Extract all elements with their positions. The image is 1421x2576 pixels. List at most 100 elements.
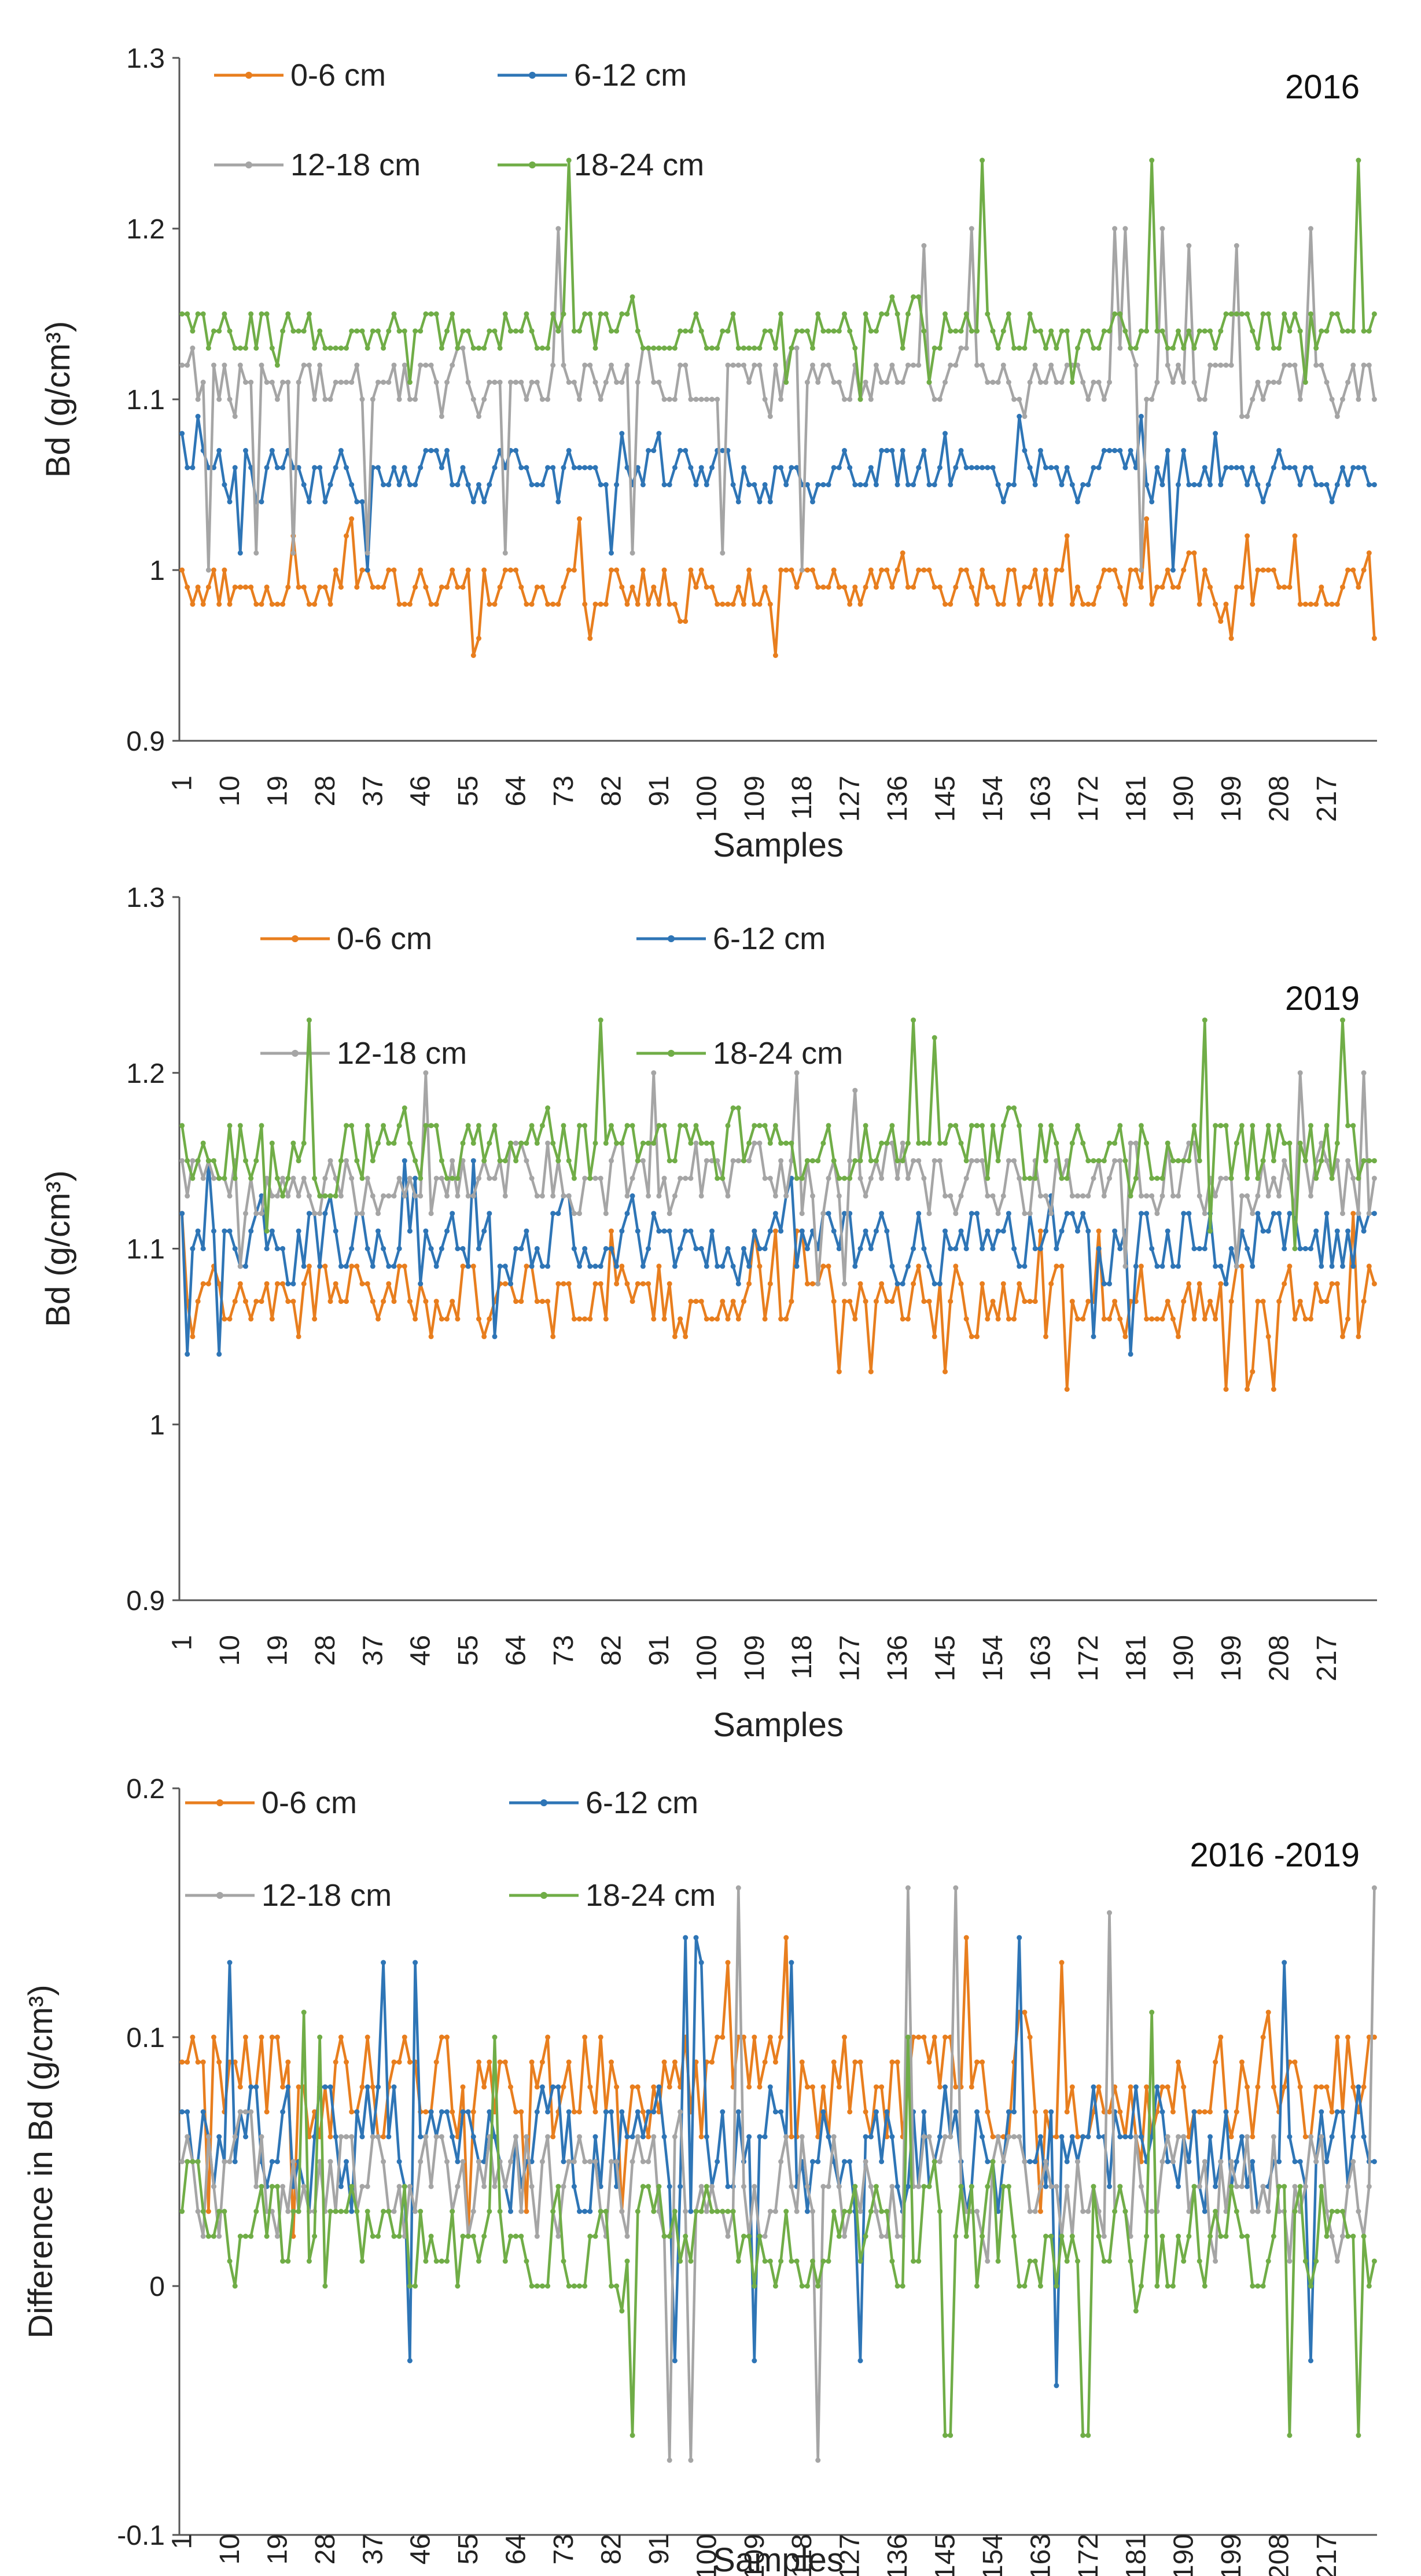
data-point — [1027, 1299, 1033, 1304]
data-point — [953, 1246, 959, 1251]
data-point — [799, 2059, 805, 2065]
data-point — [534, 1193, 540, 1199]
data-point — [603, 380, 609, 385]
data-point — [1208, 482, 1213, 487]
data-point — [900, 448, 905, 453]
data-point — [534, 2084, 540, 2090]
data-point — [688, 1299, 694, 1304]
data-point — [433, 1175, 439, 1181]
data-point — [433, 1123, 439, 1129]
data-point — [900, 550, 905, 556]
data-point — [280, 1246, 286, 1251]
data-point — [879, 2084, 885, 2090]
data-point — [1234, 311, 1239, 317]
data-point — [539, 396, 545, 402]
data-point — [852, 585, 858, 590]
data-point — [259, 2184, 264, 2189]
data-point — [179, 2109, 185, 2115]
data-point — [1265, 380, 1271, 385]
data-point — [746, 482, 752, 487]
data-point — [1037, 1228, 1043, 1234]
data-point — [444, 1316, 450, 1322]
data-point — [698, 1960, 704, 1965]
data-point — [857, 396, 863, 402]
data-point — [508, 380, 513, 385]
data-point — [349, 2109, 355, 2115]
data-point — [470, 653, 476, 658]
data-point — [513, 2134, 519, 2140]
data-point — [926, 1263, 932, 1269]
data-point — [1197, 328, 1202, 334]
data-point — [990, 2159, 996, 2165]
data-point — [619, 2109, 625, 2115]
data-point — [1112, 567, 1118, 573]
data-point — [1159, 1175, 1165, 1181]
data-point — [312, 601, 318, 607]
data-point — [1006, 2109, 1011, 2115]
data-point — [1319, 2134, 1324, 2140]
data-point — [757, 601, 763, 607]
data-point — [783, 2134, 789, 2140]
data-point — [587, 311, 593, 317]
data-point — [481, 499, 487, 505]
data-point — [359, 2258, 365, 2264]
data-point — [1271, 1387, 1276, 1392]
data-point — [402, 1263, 407, 1269]
data-point — [470, 1140, 476, 1146]
data-point — [937, 2084, 943, 2090]
data-point — [237, 550, 243, 556]
data-point — [322, 1193, 328, 1199]
data-point — [418, 362, 424, 368]
data-point — [1340, 1017, 1345, 1023]
data-point — [513, 1158, 519, 1164]
data-point — [524, 2258, 529, 2264]
data-point — [338, 1263, 344, 1269]
data-point — [587, 1263, 593, 1269]
data-point — [1048, 601, 1054, 607]
data-point — [804, 2208, 810, 2214]
x-tick-label: 217 — [1312, 776, 1342, 822]
data-point — [905, 482, 911, 487]
data-point — [735, 1885, 741, 1891]
data-point — [433, 2059, 439, 2065]
data-point — [672, 465, 678, 471]
data-point — [216, 2233, 222, 2239]
data-point — [1085, 2432, 1091, 2438]
x-tick-label: 199 — [1216, 1635, 1247, 1681]
data-point — [884, 567, 890, 573]
data-point — [629, 2432, 635, 2438]
data-point — [243, 2109, 248, 2115]
data-point — [248, 380, 254, 385]
data-point — [1234, 1140, 1239, 1146]
data-point — [561, 2184, 566, 2189]
data-point — [772, 2283, 778, 2289]
data-point — [344, 533, 349, 539]
data-point — [423, 1123, 429, 1129]
data-point — [195, 2059, 201, 2065]
data-point — [762, 2258, 768, 2264]
data-point — [1260, 1228, 1266, 1234]
data-point — [916, 2258, 922, 2264]
data-point — [1154, 1316, 1160, 1322]
data-point — [290, 2208, 296, 2214]
data-point — [778, 2258, 784, 2264]
data-point — [704, 585, 709, 590]
data-point — [1250, 1211, 1256, 1217]
data-point — [1287, 1211, 1293, 1217]
data-point — [873, 2109, 879, 2115]
data-point — [211, 2184, 216, 2189]
series-line-18-24-cm — [181, 1019, 1375, 1250]
data-point — [1223, 601, 1229, 607]
data-point — [995, 1211, 1001, 1217]
data-point — [317, 2034, 323, 2040]
data-point — [757, 2233, 763, 2239]
data-point — [598, 2208, 603, 2214]
data-point — [943, 431, 948, 436]
data-point — [1075, 2258, 1080, 2264]
data-point — [185, 2134, 190, 2140]
data-point — [879, 311, 885, 317]
data-point — [1159, 1263, 1165, 1269]
data-point — [725, 1246, 731, 1251]
data-point — [1282, 1960, 1287, 1965]
data-point — [550, 1211, 556, 1217]
